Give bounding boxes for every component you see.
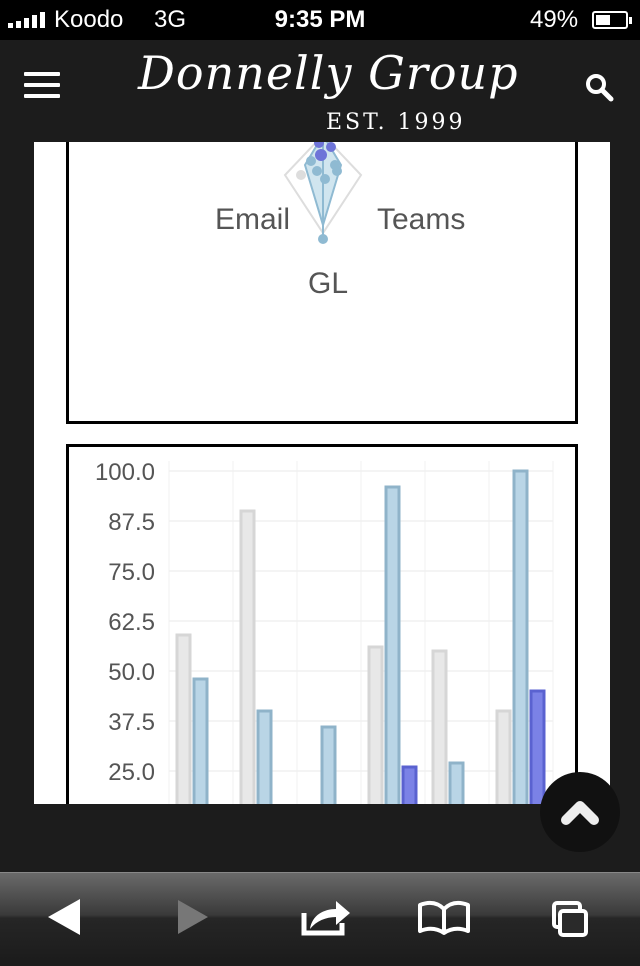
radar-point <box>318 234 328 244</box>
clock: 9:35 PM <box>274 6 366 33</box>
share-button[interactable] <box>274 873 374 961</box>
search-icon[interactable] <box>584 72 614 102</box>
logo-script-text: Donnelly Group <box>138 46 519 100</box>
back-arrow-icon <box>48 899 80 935</box>
hamburger-menu-icon[interactable] <box>24 72 60 98</box>
radar-point <box>315 149 327 161</box>
radar-point <box>314 142 324 148</box>
bar <box>192 677 209 804</box>
tabs-icon <box>552 901 588 937</box>
bar <box>529 689 546 804</box>
bookmarks-icon <box>418 900 470 935</box>
radar-point <box>312 166 322 176</box>
bar <box>256 709 273 804</box>
radar-point <box>320 174 330 184</box>
bar <box>512 469 529 804</box>
bar <box>401 765 418 804</box>
bar-chart: 100.0 87.5 75.0 62.5 50.0 37.5 25.0 <box>95 459 554 804</box>
y-tick-label: 37.5 <box>108 709 155 736</box>
radar-point <box>332 166 342 176</box>
forward-button[interactable] <box>142 873 242 961</box>
bar <box>431 649 448 804</box>
battery-icon <box>592 11 632 29</box>
bar <box>175 633 192 804</box>
bookmarks-button[interactable] <box>394 873 494 961</box>
bar <box>367 645 384 804</box>
browser-toolbar <box>0 872 640 960</box>
site-logo[interactable]: Donnelly Group EST. 1999 <box>130 40 518 142</box>
radar-chart <box>283 142 363 244</box>
radar-label-email: Email <box>215 203 291 236</box>
radar-point <box>306 156 316 166</box>
radar-chart-card: Email Teams GL <box>66 142 578 424</box>
radar-label-teams: Teams <box>377 203 466 236</box>
bar <box>495 709 512 804</box>
site-header: Donnelly Group EST. 1999 <box>0 40 640 142</box>
radar-label-gl: GL <box>308 267 349 300</box>
bar <box>384 485 401 804</box>
bar-chart-card: 100.0 87.5 75.0 62.5 50.0 37.5 25.0 <box>66 444 578 804</box>
battery-percent: 49% <box>530 6 579 33</box>
logo-est-text: EST. 1999 <box>326 110 466 135</box>
y-tick-label: 25.0 <box>108 759 155 786</box>
signal-strength-icon <box>8 12 45 28</box>
y-tick-label: 75.0 <box>108 559 155 586</box>
chevron-up-icon <box>561 801 599 825</box>
share-icon <box>301 901 350 936</box>
radar-point <box>326 142 336 152</box>
network-type: 3G <box>154 6 187 33</box>
forward-arrow-icon <box>178 900 208 934</box>
back-button[interactable] <box>16 873 116 961</box>
bar <box>448 761 465 804</box>
y-tick-label: 87.5 <box>108 509 155 536</box>
y-tick-label: 62.5 <box>108 609 155 636</box>
scroll-to-top-button[interactable] <box>540 772 620 852</box>
radar-data-points <box>296 142 342 244</box>
bar <box>320 725 337 804</box>
tabs-button[interactable] <box>520 873 620 961</box>
page-content: Email Teams GL 100.0 87.5 75.0 62.5 50.0 37.5… <box>34 142 610 804</box>
y-tick-label: 100.0 <box>95 459 155 486</box>
carrier-name: Koodo <box>54 6 124 33</box>
status-bar: Koodo 3G 9:35 PM 49% <box>0 0 640 40</box>
y-tick-label: 50.0 <box>108 659 155 686</box>
bar <box>239 509 256 804</box>
radar-point <box>296 170 306 180</box>
